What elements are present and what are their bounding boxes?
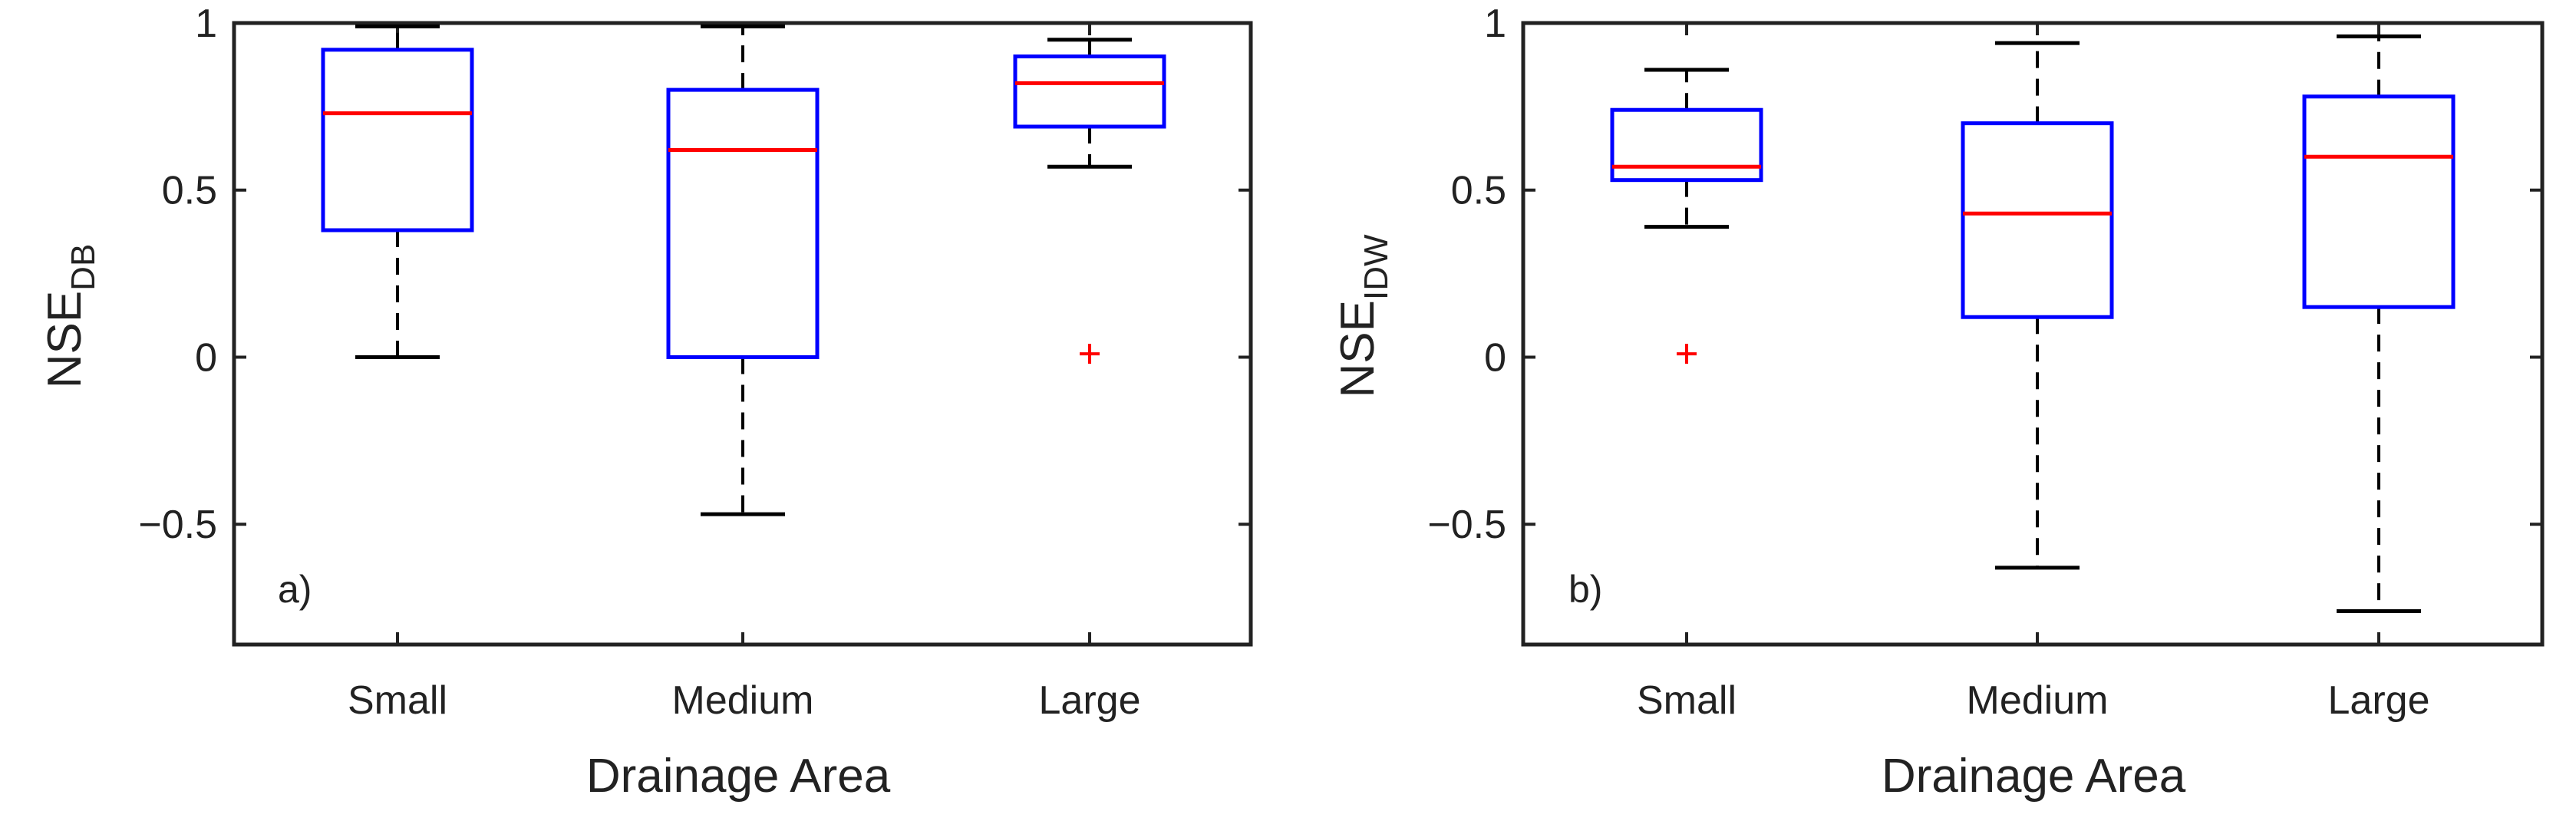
- x-axis-title: Drainage Area: [1882, 750, 2186, 803]
- y-axis-title-main: NSE: [1331, 300, 1384, 397]
- outlier-marker: [1080, 344, 1100, 364]
- y-axis-title-sub: IDW: [1357, 234, 1395, 300]
- panel-b: −0.500.51 b) Drainage Area NSEIDW Small …: [1331, 2, 2545, 803]
- panel-label: a): [278, 568, 312, 611]
- box-medium: [666, 24, 820, 516]
- y-axis-title-main: NSE: [38, 291, 91, 388]
- y-tick-label: −0.5: [1427, 503, 1506, 547]
- y-axis-title: NSEIDW: [1331, 234, 1395, 397]
- y-tick-label: 0.5: [1451, 169, 1506, 213]
- axes-frame: [1521, 21, 2545, 647]
- box-medium: [1961, 41, 2114, 570]
- y-tick-label: 1: [195, 2, 217, 46]
- y-tick-label: 0: [1484, 335, 1506, 380]
- box-large: [1013, 38, 1166, 364]
- iqr-box: [666, 87, 820, 359]
- box-small: [321, 24, 474, 359]
- outlier-marker: [1677, 344, 1697, 364]
- y-axis-title-sub: DB: [64, 244, 102, 291]
- category-label-medium: Medium: [1967, 678, 2109, 723]
- y-tick-label: 0.5: [162, 169, 217, 213]
- category-label-medium: Medium: [672, 678, 814, 723]
- category-label-small: Small: [348, 678, 447, 723]
- category-label-small: Small: [1637, 678, 1737, 723]
- iqr-box: [321, 48, 474, 232]
- iqr-box: [1013, 54, 1166, 129]
- x-axis-title: Drainage Area: [586, 750, 891, 803]
- iqr-box: [2302, 94, 2456, 309]
- svg-text:NSEDB: NSEDB: [38, 244, 102, 389]
- plot-area-b: −0.5 0 0.5 1: [1427, 2, 2545, 647]
- box-small: [1610, 68, 1763, 364]
- box-large: [2302, 34, 2456, 613]
- y-tick-label: 1: [1484, 2, 1506, 46]
- panel-a: −0.5 0 0.5 1 a) Drainage Area NSEDB Small M…: [38, 2, 1253, 803]
- iqr-box: [1961, 121, 2114, 319]
- y-axis-title: NSEDB: [38, 244, 102, 389]
- y-tick-label: 0: [195, 335, 217, 380]
- plot-area-a: −0.5 0 0.5 1: [138, 2, 1253, 647]
- category-label-large: Large: [1039, 678, 1141, 723]
- svg-text:NSEIDW: NSEIDW: [1331, 234, 1395, 397]
- axes-frame: [232, 21, 1253, 647]
- y-tick-label: −0.5: [138, 503, 217, 547]
- panel-label: b): [1568, 568, 1602, 611]
- category-label-large: Large: [2328, 678, 2430, 723]
- iqr-box: [1610, 107, 1763, 183]
